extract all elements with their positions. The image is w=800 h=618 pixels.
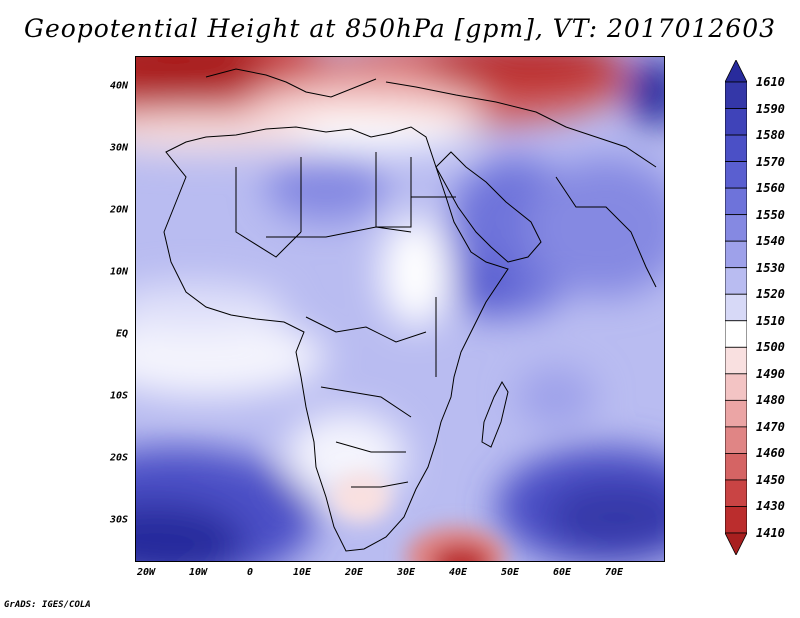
lon-label-10e: 10E (292, 567, 312, 578)
lon-label-70e: 70E (604, 567, 624, 578)
colorbar-segment (725, 134, 747, 162)
colorbar-label: 1590 (756, 101, 785, 116)
colorbar-label: 1610 (756, 75, 785, 89)
colorbar-segment (725, 81, 747, 109)
colorbar-label: 1530 (756, 260, 785, 275)
lon-label-20w: 20W (136, 567, 156, 578)
lon-label-40e: 40E (448, 567, 468, 578)
lon-label-30e: 30E (396, 567, 416, 578)
colorbar-label: 1540 (756, 234, 785, 249)
colorbar-label: 1550 (756, 207, 785, 222)
colorbar-top-triangle (725, 60, 747, 83)
colorbar-label: 1570 (756, 154, 785, 169)
height-field (136, 57, 664, 561)
colorbar-segment (725, 453, 747, 481)
colorbar-segment (725, 267, 747, 295)
lon-label-0: 0 (246, 567, 254, 578)
grads-credit: GrADS: IGES/COLA (4, 600, 91, 610)
colorbar-segment (725, 506, 747, 534)
lon-label-10w: 10W (188, 567, 208, 578)
colorbar-label: 1460 (756, 446, 785, 461)
lat-label-10n: 10N (109, 266, 128, 278)
colorbar-segment (725, 399, 747, 428)
lon-label-20e: 20E (344, 567, 364, 578)
lat-label-30n: 30N (109, 142, 128, 154)
colorbar-bottom-triangle (725, 532, 747, 555)
colorbar-label: 1410 (756, 526, 785, 540)
lon-label-60e: 60E (552, 567, 572, 578)
colorbar-label: 1520 (756, 287, 785, 302)
colorbar-segment (725, 320, 747, 348)
colorbar-segment (725, 161, 747, 189)
chart-title: Geopotential Height at 850hPa [gpm], VT:… (23, 14, 777, 43)
colorbar-label: 1490 (756, 366, 785, 381)
colorbar-label: 1480 (756, 393, 785, 408)
colorbar-segment (725, 240, 747, 269)
colorbar-segment (725, 479, 747, 507)
lat-label-10s: 10S (109, 390, 128, 402)
colorbar-label: 1470 (756, 419, 785, 434)
colorbar-segment (725, 426, 747, 454)
lon-label-50e: 50E (500, 567, 520, 578)
colorbar (725, 60, 747, 555)
lat-label-20n: 20N (109, 204, 128, 216)
lat-label-eq: EQ (115, 328, 128, 340)
colorbar-segment (725, 293, 747, 322)
colorbar-segment (725, 108, 747, 136)
colorbar-label: 1450 (756, 472, 785, 487)
colorbar-segment (725, 214, 747, 242)
lat-label-30s: 30S (109, 514, 128, 526)
coastlines (163, 68, 657, 552)
colorbar-label: 1560 (756, 181, 785, 196)
colorbar-label: 1510 (756, 313, 785, 328)
lat-label-40n: 40N (109, 80, 128, 92)
map-svg (136, 57, 664, 561)
colorbar-label: 1500 (756, 340, 785, 355)
colorbar-label: 1430 (756, 499, 785, 514)
colorbar-label: 1580 (756, 128, 785, 143)
colorbar-segment (725, 373, 747, 401)
map-plot-area (135, 56, 665, 562)
colorbar-segment (725, 187, 747, 216)
colorbar-segment (725, 346, 747, 375)
lat-label-20s: 20S (109, 452, 128, 464)
